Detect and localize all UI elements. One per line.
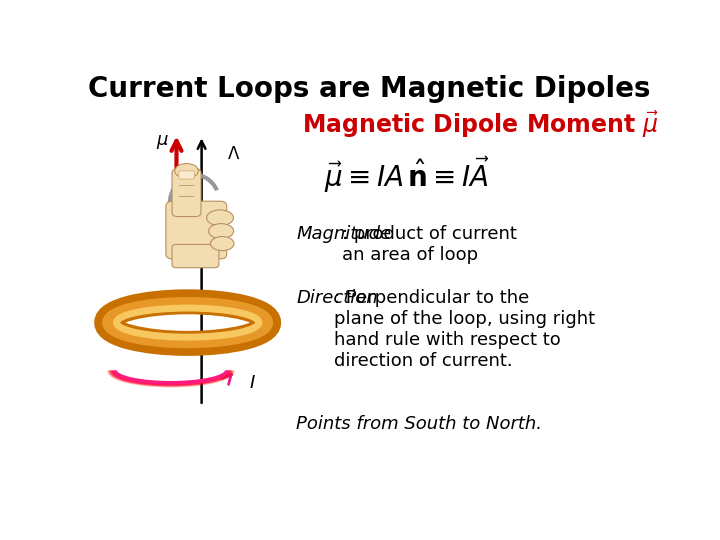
FancyBboxPatch shape	[179, 171, 194, 179]
Text: $\vec{\mu} \equiv IA\,\hat{\mathbf{n}} \equiv I\vec{A}$: $\vec{\mu} \equiv IA\,\hat{\mathbf{n}} \…	[324, 155, 490, 195]
Ellipse shape	[209, 224, 234, 239]
Text: Direction: Direction	[297, 289, 378, 307]
Text: Current Loops are Magnetic Dipoles: Current Loops are Magnetic Dipoles	[88, 75, 650, 103]
Ellipse shape	[210, 237, 234, 251]
Text: $\mu$: $\mu$	[156, 133, 169, 151]
Text: : product of current
an area of loop: : product of current an area of loop	[342, 225, 517, 264]
FancyBboxPatch shape	[172, 245, 219, 268]
Text: : Perpendicular to the
plane of the loop, using right
hand rule with respect to
: : Perpendicular to the plane of the loop…	[334, 289, 595, 370]
Text: $\Lambda$: $\Lambda$	[227, 145, 240, 163]
Text: Magnetic Dipole Moment $\vec{\mu}$: Magnetic Dipole Moment $\vec{\mu}$	[302, 110, 659, 140]
Ellipse shape	[175, 164, 198, 178]
Text: $I$: $I$	[249, 374, 256, 392]
Text: Points from South to North.: Points from South to North.	[297, 415, 542, 434]
FancyBboxPatch shape	[166, 201, 227, 259]
Ellipse shape	[207, 210, 233, 226]
Text: Magnitude: Magnitude	[297, 225, 392, 243]
FancyBboxPatch shape	[172, 168, 201, 217]
